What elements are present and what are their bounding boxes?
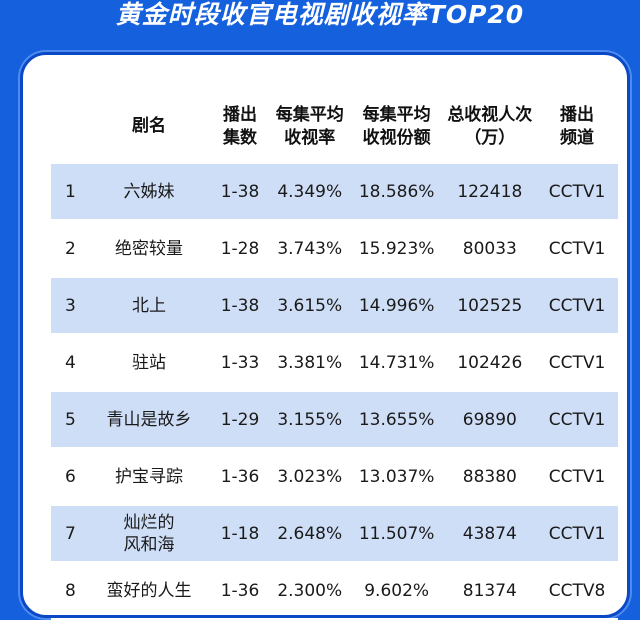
table-row: 3 北上 1-38 3.615% 14.996% 102525 CCTV1 [51,278,618,335]
total-views-cell: 122418 [443,164,537,221]
drama-name-cell: 护宝寻踪 [87,449,211,506]
drama-name-cell: 绝密较量 [87,221,211,278]
avg-rating-cell: 3.743% [269,221,350,278]
rank-cell: 8 [51,563,88,620]
page-title: 黄金时段收官电视剧收视率TOP20 [115,0,525,29]
table-row: 8 蛮好的人生 1-36 2.300% 9.602% 81374 CCTV8 [51,563,618,620]
header-avg-rating: 每集平均 收视率 [275,104,344,148]
header-total-views: 总收视人次 （万） [447,104,533,148]
header-avg-share: 每集平均 收视份额 [362,104,431,148]
episodes-cell: 1-38 [210,164,270,221]
rank-cell: 5 [51,392,88,449]
drama-name-cell: 六姊妹 [87,164,211,221]
table-header-row: 剧名 播出 集数 每集平均 收视率 每集平均 收视份额 总收视人次 （万） 播出… [51,89,618,164]
drama-name-cell: 灿烂的 风和海 [87,506,211,563]
channel-cell: CCTV1 [536,506,618,563]
episodes-cell: 1-36 [210,563,270,620]
channel-cell: CCTV1 [536,164,618,221]
avg-rating-cell: 3.615% [269,278,350,335]
avg-rating-cell: 2.300% [269,563,350,620]
channel-cell: CCTV1 [536,392,618,449]
avg-rating-cell: 4.349% [269,164,350,221]
drama-name-cell: 青山是故乡 [87,392,211,449]
header-name: 剧名 [131,116,166,136]
avg-share-cell: 9.602% [349,563,444,620]
total-views-cell: 43874 [443,506,537,563]
total-views-cell: 88380 [443,449,537,506]
rank-cell: 6 [51,449,88,506]
table-row: 5 青山是故乡 1-29 3.155% 13.655% 69890 CCTV1 [51,392,618,449]
title-banner: 黄金时段收官电视剧收视率TOP20 [0,0,640,40]
avg-share-cell: 18.586% [349,164,444,221]
avg-share-cell: 13.655% [349,392,444,449]
avg-share-cell: 14.996% [349,278,444,335]
episodes-cell: 1-38 [210,278,270,335]
total-views-cell: 80033 [443,221,537,278]
episodes-cell: 1-33 [210,335,270,392]
avg-share-cell: 15.923% [349,221,444,278]
total-views-cell: 81374 [443,563,537,620]
drama-name-cell: 北上 [87,278,211,335]
table-row: 1 六姊妹 1-38 4.349% 18.586% 122418 CCTV1 [51,164,618,221]
avg-rating-cell: 3.155% [269,392,350,449]
total-views-cell: 69890 [443,392,537,449]
drama-name-cell: 驻站 [87,335,211,392]
table-row: 7 灿烂的 风和海 1-18 2.648% 11.507% 43874 CCTV… [51,506,618,563]
channel-cell: CCTV8 [536,563,618,620]
ratings-table-panel: 剧名 播出 集数 每集平均 收视率 每集平均 收视份额 总收视人次 （万） 播出… [20,52,630,620]
total-views-cell: 102426 [443,335,537,392]
header-episodes: 播出 集数 [223,104,258,148]
episodes-cell: 1-18 [210,506,270,563]
rank-cell: 3 [51,278,88,335]
channel-cell: CCTV1 [536,449,618,506]
channel-cell: CCTV1 [536,335,618,392]
channel-cell: CCTV1 [536,221,618,278]
drama-name-cell: 蛮好的人生 [87,563,211,620]
avg-share-cell: 14.731% [349,335,444,392]
table-row: 4 驻站 1-33 3.381% 14.731% 102426 CCTV1 [51,335,618,392]
episodes-cell: 1-36 [210,449,270,506]
avg-share-cell: 11.507% [349,506,444,563]
header-channel: 播出 频道 [560,104,595,148]
rank-cell: 2 [51,221,88,278]
table-row: 6 护宝寻踪 1-36 3.023% 13.037% 88380 CCTV1 [51,449,618,506]
episodes-cell: 1-28 [210,221,270,278]
rank-cell: 7 [51,506,88,563]
avg-rating-cell: 3.381% [269,335,350,392]
avg-share-cell: 13.037% [349,449,444,506]
rank-cell: 4 [51,335,88,392]
rank-cell: 1 [51,164,88,221]
table-row: 2 绝密较量 1-28 3.743% 15.923% 80033 CCTV1 [51,221,618,278]
avg-rating-cell: 3.023% [269,449,350,506]
header-rank [51,89,88,164]
channel-cell: CCTV1 [536,278,618,335]
total-views-cell: 102525 [443,278,537,335]
ratings-table: 剧名 播出 集数 每集平均 收视率 每集平均 收视份额 总收视人次 （万） 播出… [51,89,618,620]
avg-rating-cell: 2.648% [269,506,350,563]
episodes-cell: 1-29 [210,392,270,449]
